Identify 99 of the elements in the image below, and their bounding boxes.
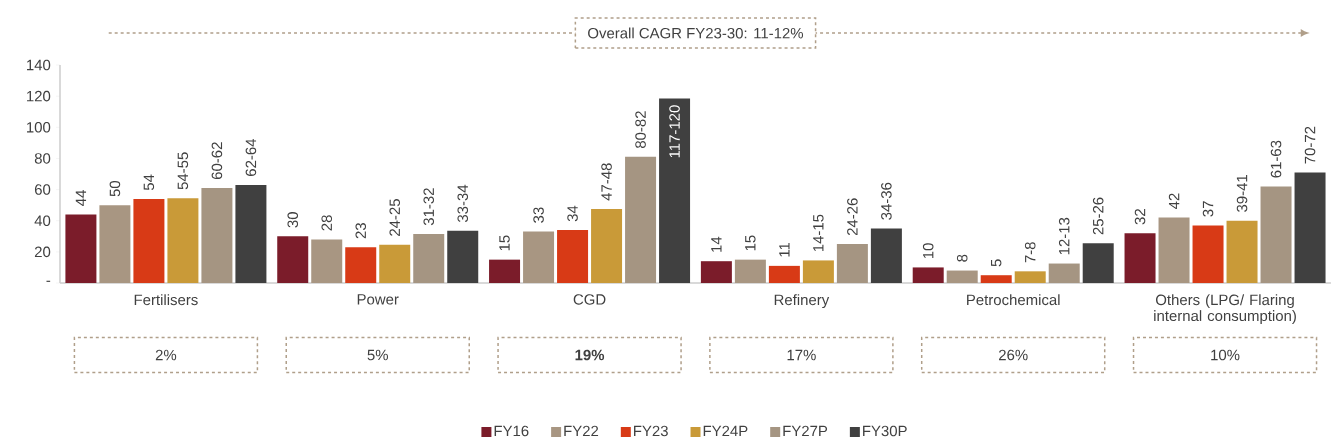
legend-label: FY22 <box>564 425 599 437</box>
bar <box>1048 263 1080 283</box>
text: Overall CAGR FY23-30: 11-12% <box>588 27 804 39</box>
bar <box>523 231 555 283</box>
bar <box>1124 233 1156 283</box>
bar <box>912 267 944 283</box>
text: 17% <box>787 349 816 361</box>
y-tick-label: 20 <box>34 246 51 258</box>
data-label: 15 <box>745 235 756 251</box>
data-label: 28 <box>321 215 333 231</box>
bar <box>836 244 868 283</box>
bar <box>1082 243 1114 283</box>
data-label: 54-55 <box>177 152 189 190</box>
data-label: 14 <box>711 236 722 252</box>
data-label: 47-48 <box>601 163 612 201</box>
data-label: 34 <box>567 205 578 222</box>
bar <box>659 98 691 283</box>
bar <box>1158 217 1190 283</box>
bar <box>802 260 834 283</box>
data-label: 60-62 <box>211 142 223 180</box>
data-label: 15 <box>499 235 510 251</box>
bar <box>311 239 343 283</box>
data-label: 33 <box>533 207 544 223</box>
bar <box>1226 220 1258 283</box>
bar <box>946 270 978 283</box>
data-label: 10 <box>922 243 934 259</box>
text: 19% <box>575 349 605 361</box>
y-tick-label: 60 <box>34 184 51 195</box>
y-tick-label: 140 <box>27 59 51 71</box>
data-label: 11 <box>779 242 790 257</box>
bar <box>201 188 233 283</box>
x-tick-label: CGD <box>573 294 606 305</box>
data-label: 25-26 <box>1092 197 1104 235</box>
y-tick-label: 100 <box>27 121 51 133</box>
data-label: 30 <box>287 212 299 228</box>
bar <box>591 209 623 283</box>
data-label: 70-72 <box>1304 126 1316 164</box>
data-label: 50 <box>109 180 121 197</box>
bar <box>167 198 199 283</box>
data-label: 14-15 <box>813 214 824 252</box>
data-label: 32 <box>1134 209 1146 225</box>
bar <box>870 228 902 283</box>
data-label: 8 <box>956 254 968 262</box>
text: 26% <box>999 349 1028 361</box>
data-label: 117-120 <box>669 105 680 158</box>
bar <box>489 259 521 283</box>
bar <box>557 230 589 283</box>
bar <box>1294 172 1326 283</box>
data-label: 44 <box>75 190 87 206</box>
bar <box>700 261 732 283</box>
data-label: 39-41 <box>1236 175 1248 212</box>
y-tick-label: 120 <box>27 90 51 102</box>
data-label: 33-34 <box>457 184 469 223</box>
bar <box>447 230 479 283</box>
data-label: 37 <box>1202 201 1214 217</box>
data-label: 24-26 <box>847 198 858 236</box>
legend-label: FY16 <box>494 425 529 437</box>
bar <box>133 198 165 283</box>
bar <box>379 244 411 283</box>
legend-label: FY27P <box>783 425 828 437</box>
data-label: 24-25 <box>389 199 401 236</box>
bar <box>235 184 267 283</box>
bar <box>768 265 800 283</box>
y-tick-label: 80 <box>34 153 51 164</box>
x-tick-label: Power <box>357 294 399 305</box>
bar <box>413 233 445 283</box>
bar <box>980 275 1012 283</box>
y-tick-label: - <box>46 280 51 282</box>
bar <box>1260 186 1292 283</box>
bar <box>625 156 657 283</box>
legend-label: FY23 <box>634 425 668 437</box>
legend-label: FY24P <box>703 425 748 437</box>
data-label: 7-8 <box>1024 242 1036 263</box>
x-tick-label: Refinery <box>774 294 830 309</box>
bar <box>345 247 377 283</box>
data-label: 23 <box>355 223 367 239</box>
y-tick-label: 40 <box>34 215 51 226</box>
x-tick-label: Petrochemical <box>967 294 1060 306</box>
data-label: 62-64 <box>245 138 257 176</box>
data-label: 42 <box>1168 193 1180 210</box>
bar <box>277 236 309 283</box>
data-label: 5 <box>991 259 1002 267</box>
x-tick-label: Fertilisers <box>134 294 198 306</box>
bar <box>99 205 131 283</box>
text: 10% <box>1211 349 1240 361</box>
text: 5% <box>367 349 388 361</box>
x-tick-label: Others (LPG/ Flaring internal consumption) <box>1154 294 1296 325</box>
data-label: 80-82 <box>635 111 646 149</box>
data-label: 61-63 <box>1270 140 1282 178</box>
data-label: 12-13 <box>1058 217 1070 255</box>
data-label: 31-32 <box>423 188 435 226</box>
bar <box>1192 225 1224 283</box>
text: 2% <box>155 349 177 361</box>
legend-label: FY30P <box>863 425 907 437</box>
bar <box>734 259 766 283</box>
data-label: 34-36 <box>881 182 892 220</box>
bar <box>65 214 97 283</box>
data-label: 54 <box>143 174 155 191</box>
bar <box>1014 271 1046 283</box>
